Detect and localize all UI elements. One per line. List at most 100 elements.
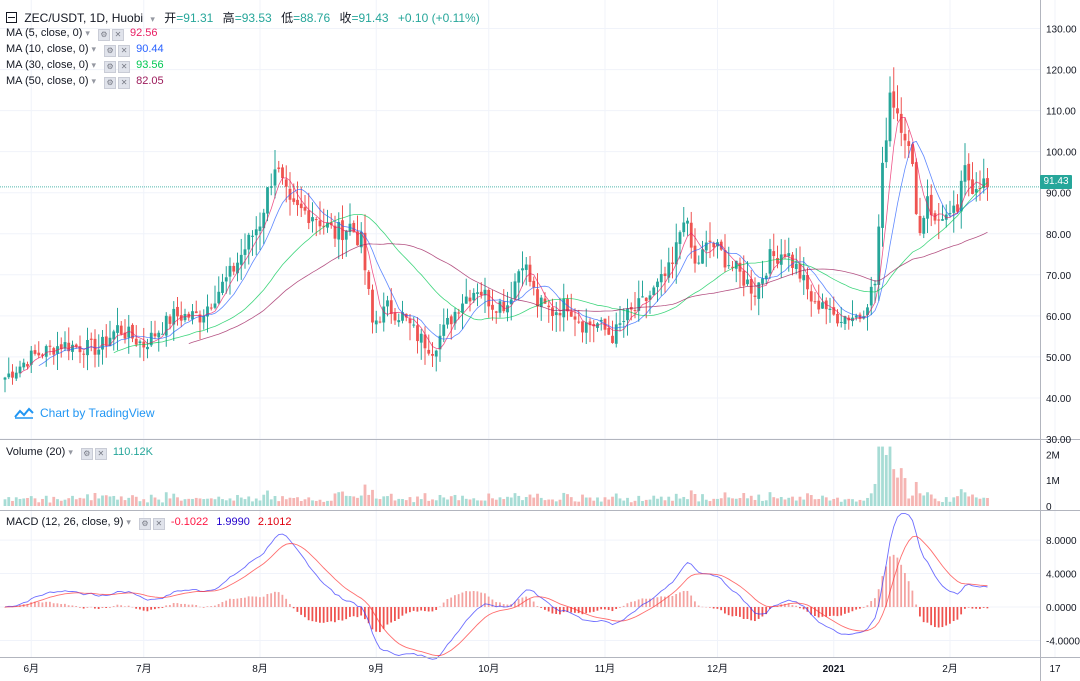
close-icon[interactable]: ✕ [118,77,131,89]
close-icon[interactable]: ✕ [111,29,124,41]
settings-icon[interactable]: ⚙ [104,45,117,57]
candle-body [11,371,14,378]
volume-bar [461,495,464,506]
volume-bar [596,497,599,506]
candle-body [626,308,629,321]
tradingview-watermark[interactable]: Chart by TradingView [14,406,155,420]
volume-bar [791,496,794,506]
volume-bar [48,502,52,506]
macd-histogram-bar [592,607,595,612]
volume-bar [491,498,494,506]
ma-legend-value: 82.05 [136,75,164,87]
macd-histogram-bar [682,590,685,607]
volume-bar [258,500,262,506]
macd-histogram-bar [675,594,678,607]
volume-bar [517,495,521,506]
collapse-icon[interactable] [6,12,17,23]
volume-bar [528,494,532,506]
macd-histogram-bar [30,602,33,607]
candle-body [427,349,431,354]
candle-body [483,289,487,296]
volume-bar [224,500,228,506]
candle-body [554,312,558,316]
macd-histogram-bar [311,607,314,622]
macd-histogram-bar [960,607,963,615]
macd-pane[interactable] [4,512,989,660]
macd-histogram-bar [637,599,640,607]
settings-icon[interactable]: ⚙ [138,518,151,530]
macd-tick-label: -4.0000 [1046,636,1080,647]
symbol-label[interactable]: ZEC/USDT, 1D, Huobi [24,11,144,25]
ohlc-open: 开=91.31 [164,11,214,25]
macd-histogram-bar [765,607,768,615]
volume-bar [509,497,513,506]
candle-body [168,316,172,324]
candle-body [461,303,464,313]
settings-icon[interactable]: ⚙ [104,77,117,89]
volume-bar [303,499,307,506]
settings-icon[interactable]: ⚙ [80,448,93,460]
macd-histogram-bar [615,607,618,609]
candle-body [442,324,446,336]
volume-bar [97,498,101,506]
volume-bar [134,496,138,506]
candle-body [809,291,813,302]
macd-histogram-bar [454,595,456,607]
volume-bar [697,501,701,506]
candle-body [446,317,449,325]
candle-body [513,281,517,299]
candle-body [344,230,348,240]
macd-histogram-bar [622,605,625,607]
macd-histogram-bar [525,596,528,607]
macd-histogram-bar [274,591,276,607]
candle-body [371,289,374,323]
candle-body [959,180,963,212]
close-icon[interactable]: ✕ [94,448,107,460]
volume-pane[interactable] [3,446,989,506]
volume-bar [217,496,221,506]
volume-bar [659,496,663,506]
volume-bar [626,497,629,506]
macd-histogram-bar [82,607,85,609]
last-price-tag: 91.43 [1040,175,1072,189]
close-icon[interactable]: ✕ [118,45,131,57]
macd-histogram-bar [600,607,603,610]
settings-icon[interactable]: ⚙ [104,61,117,73]
close-icon[interactable]: ✕ [118,61,131,73]
macd-histogram-bar [836,607,839,617]
close-icon[interactable]: ✕ [152,518,165,530]
candle-body [761,278,764,284]
candle-body [967,163,971,181]
macd-histogram-bar [210,606,213,607]
macd-histogram-bar [450,597,453,607]
volume-bar [457,500,461,506]
candle-body [29,350,33,365]
volume-bar [266,490,269,506]
macd-histogram-bar [367,607,370,624]
macd-histogram-bar [435,607,438,610]
volume-bar [787,497,791,506]
candle-body [944,214,948,220]
macd-histogram-bar [716,607,719,609]
volume-bar [299,501,303,506]
macd-histogram-bar [746,607,749,620]
candle-body [161,333,164,335]
macd-histogram-bar [941,607,944,628]
macd-histogram-bar [461,592,464,607]
volume-bar [498,497,502,506]
macd-histogram-bar [64,603,66,607]
macd-histogram-bar [517,599,520,607]
volume-bar [794,500,798,506]
chevron-down-icon[interactable]: ▾ [150,14,155,24]
settings-icon[interactable]: ⚙ [97,29,110,41]
macd-histogram-bar [165,605,168,607]
volume-bar [116,499,119,506]
price-tick-label: 80.00 [1046,230,1071,241]
macd-histogram-bar [926,607,929,623]
candle-body [577,321,581,323]
macd-histogram-bar [862,607,865,608]
price-pane[interactable] [0,67,1040,393]
volume-bar [903,478,907,506]
volume-bar [157,499,161,506]
